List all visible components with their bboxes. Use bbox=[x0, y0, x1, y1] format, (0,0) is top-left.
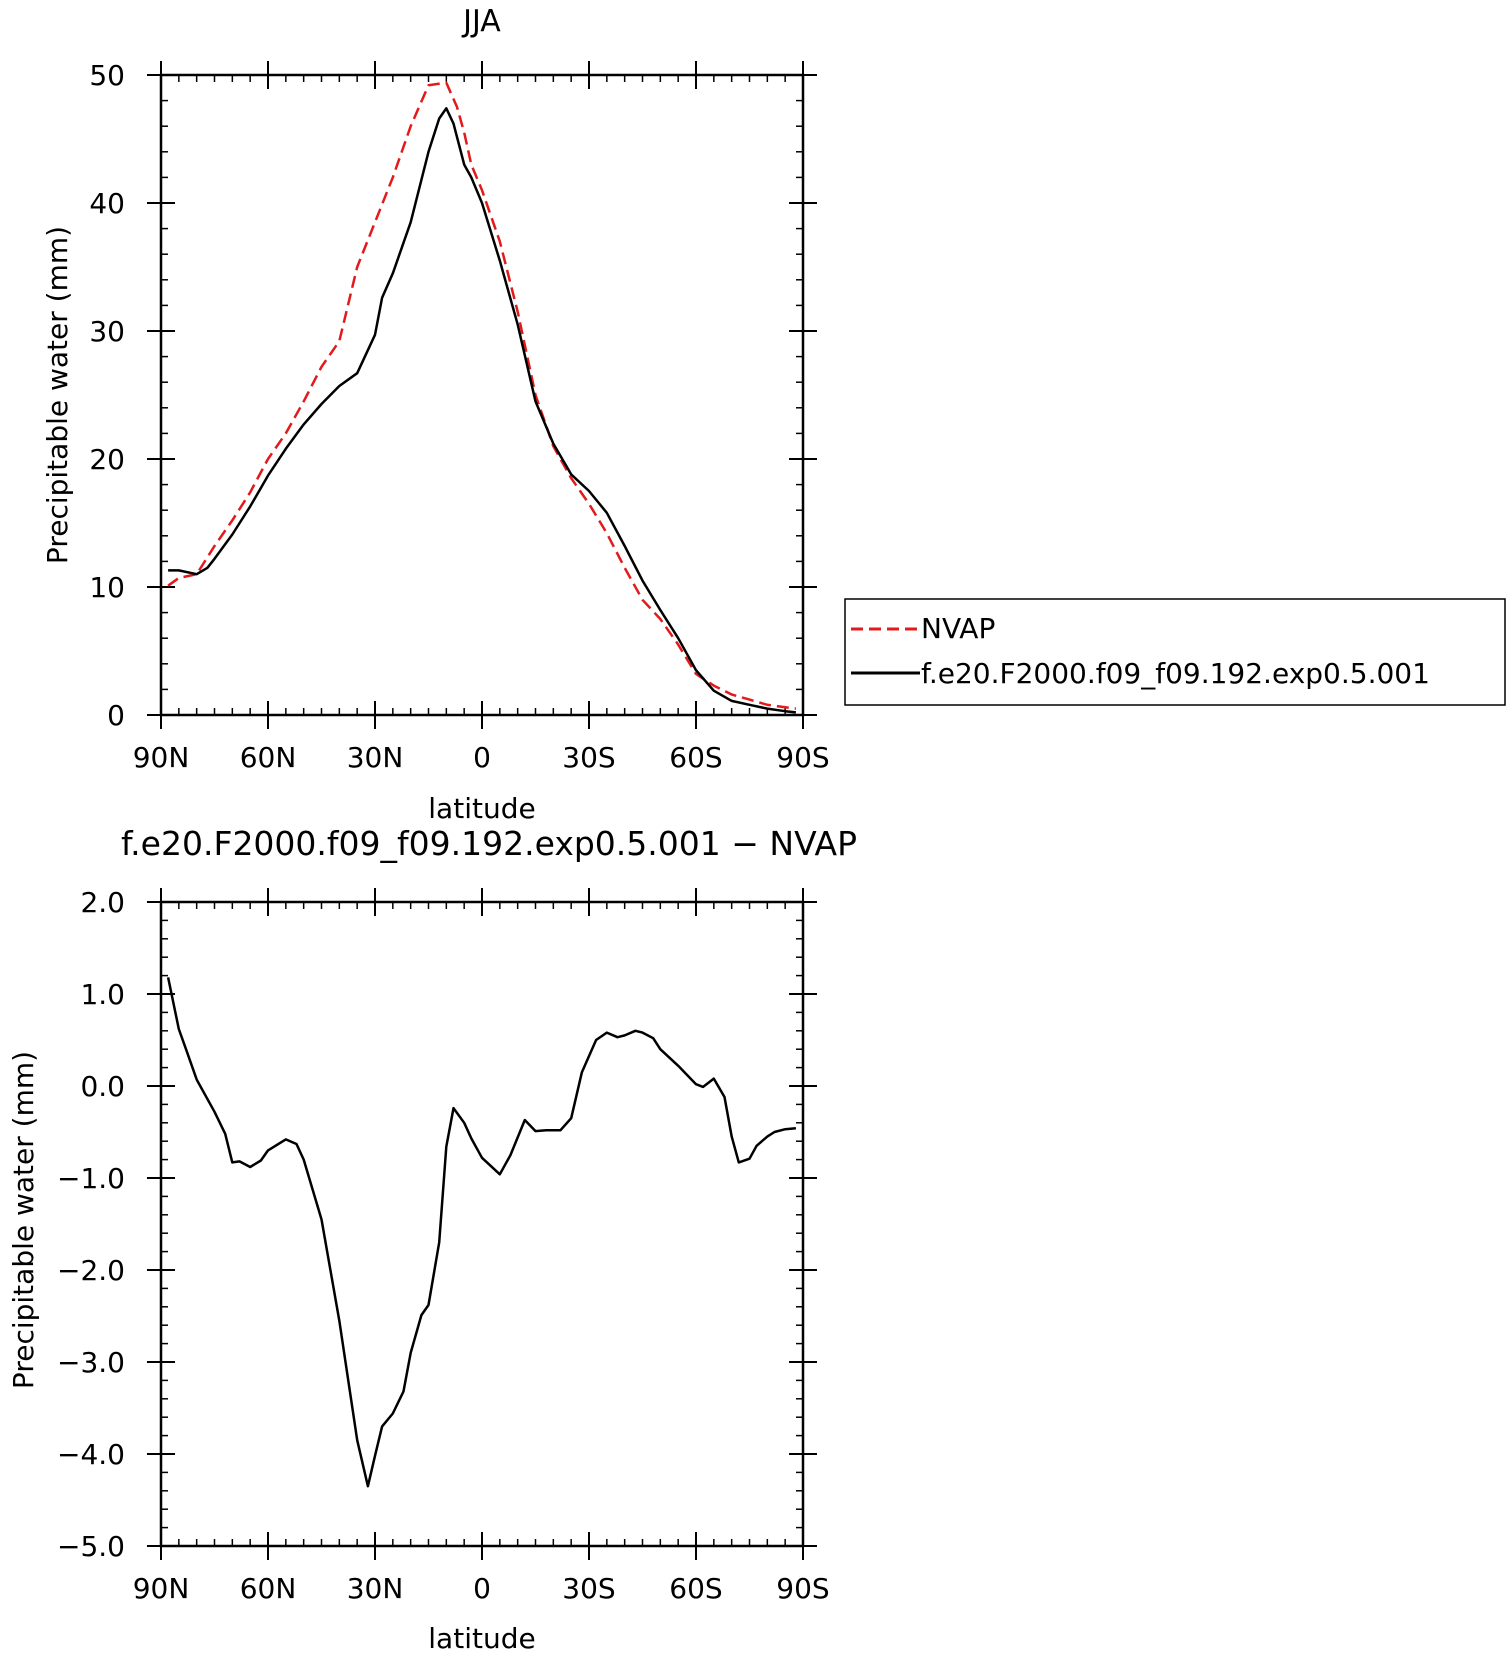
bottom-plot-frame bbox=[159, 900, 805, 1548]
x-tick-label: 60N bbox=[240, 1572, 297, 1605]
y-tick-label: 1.0 bbox=[80, 978, 125, 1011]
bottom-tick-labels: 90N 60N 30N 0 30S 60S 90S 2.0 1.0 0.0 −1.0 −2.0 −3.0… bbox=[57, 886, 830, 1605]
top-y-axis-label: Precipitable water (mm) bbox=[41, 226, 74, 564]
top-tick-labels: 90N 60N 30N 0 30S 60S 90S 0 10 20 30 40 50 bbox=[89, 59, 829, 774]
bottom-chart-title: f.e20.F2000.f09_f09.192.exp0.5.001 − NVA… bbox=[121, 824, 857, 863]
x-tick-label: 30N bbox=[347, 741, 404, 774]
y-tick-label: −2.0 bbox=[57, 1254, 125, 1287]
y-tick-label: −5.0 bbox=[57, 1530, 125, 1563]
x-tick-label: 60S bbox=[669, 741, 722, 774]
bottom-x-axis-label: latitude bbox=[428, 1622, 535, 1654]
x-tick-label: 90N bbox=[133, 741, 190, 774]
x-tick-label: 30S bbox=[562, 1572, 615, 1605]
y-tick-label: 30 bbox=[89, 315, 125, 348]
legend-box bbox=[844, 598, 1506, 706]
x-tick-label: 30S bbox=[562, 741, 615, 774]
x-tick-label: 0 bbox=[473, 1572, 491, 1605]
difference-series-line bbox=[166, 977, 797, 1488]
y-tick-label: 50 bbox=[89, 59, 125, 92]
top-x-axis-label: latitude bbox=[428, 792, 535, 825]
top-series-lines bbox=[167, 81, 797, 714]
y-tick-label: −4.0 bbox=[57, 1438, 125, 1471]
bottom-axis-ticks bbox=[147, 888, 817, 1560]
bottom-y-axis-label: Precipitable water (mm) bbox=[7, 1051, 40, 1389]
y-tick-label: 0 bbox=[107, 699, 125, 732]
top-panel: JJA 90N 60N 30N 0 30S 60S 90S 0 10 20 30 40 50 latit… bbox=[41, 4, 830, 825]
bottom-panel: f.e20.F2000.f09_f09.192.exp0.5.001 − NVA… bbox=[7, 824, 857, 1654]
legend-label-model: f.e20.F2000.f09_f09.192.exp0.5.001 bbox=[921, 657, 1430, 690]
y-tick-label: 20 bbox=[89, 443, 125, 476]
x-tick-label: 0 bbox=[473, 741, 491, 774]
x-tick-label: 60N bbox=[240, 741, 297, 774]
y-tick-label: −1.0 bbox=[57, 1162, 125, 1195]
x-tick-label: 60S bbox=[669, 1572, 722, 1605]
top-plot-frame bbox=[159, 73, 805, 717]
x-tick-label: 90N bbox=[133, 1572, 190, 1605]
y-tick-label: −3.0 bbox=[57, 1346, 125, 1379]
x-tick-label: 30N bbox=[347, 1572, 404, 1605]
x-tick-label: 90S bbox=[776, 741, 829, 774]
y-tick-label: 0.0 bbox=[80, 1070, 125, 1103]
y-tick-label: 10 bbox=[89, 571, 125, 604]
x-tick-label: 90S bbox=[776, 1572, 829, 1605]
top-chart-title: JJA bbox=[461, 4, 501, 39]
y-tick-label: 40 bbox=[89, 187, 125, 220]
legend-label-nvap: NVAP bbox=[921, 612, 995, 645]
top-axis-ticks bbox=[147, 61, 817, 729]
f-e20-f2000-f09-f09-192-exp0-5-001-series-line bbox=[168, 107, 797, 714]
legend: NVAP f.e20.F2000.f09_f09.192.exp0.5.001 bbox=[844, 598, 1506, 706]
nvap-series-line bbox=[167, 81, 797, 710]
y-tick-label: 2.0 bbox=[80, 886, 125, 919]
bottom-series-lines bbox=[166, 977, 797, 1488]
